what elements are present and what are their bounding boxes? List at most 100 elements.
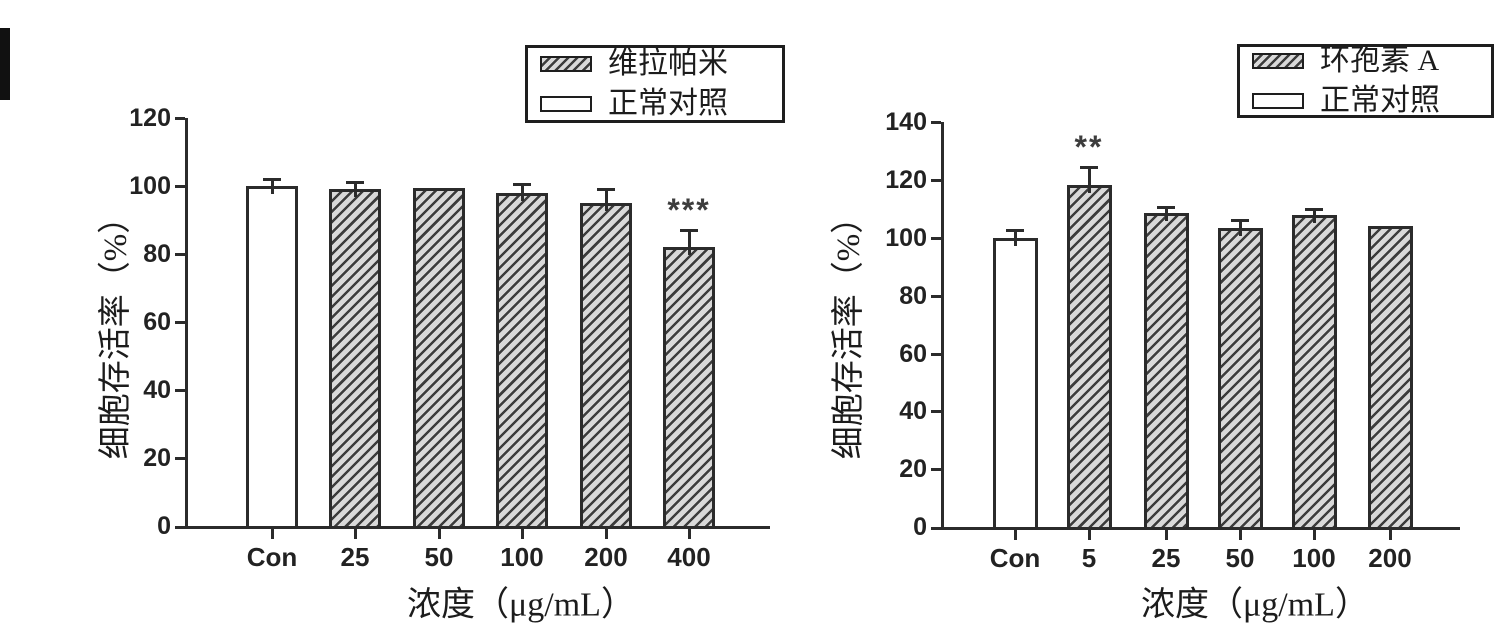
right-x-tick-label-200: 200 [1368, 543, 1412, 573]
left-x-tick-label-25: 25 [340, 542, 370, 572]
right-y-tick-80 [931, 294, 941, 298]
left-bar-50 [413, 187, 465, 529]
right-bar-Con [992, 238, 1038, 530]
right-y-tick-label-0: 0 [913, 513, 927, 541]
right-x-tick-50 [1238, 530, 1242, 540]
hatched-swatch [540, 56, 592, 73]
right-x-tick-Con [1013, 530, 1017, 540]
right-x-tick-100 [1312, 530, 1316, 540]
left-x-axis [175, 526, 770, 529]
left-error-stem-100 [520, 186, 524, 201]
left-significance-400: *** [667, 191, 711, 228]
left-error-stem-25 [353, 184, 357, 198]
legend-row: 正常对照 [1252, 84, 1479, 119]
left-x-tick-Con [270, 529, 274, 539]
right-error-stem-100 [1312, 210, 1316, 223]
left-x-tick-label-50: 50 [424, 542, 454, 572]
right-x-axis [931, 527, 1460, 530]
left-x-tick-400 [687, 529, 691, 539]
right-y-axis [941, 122, 944, 530]
left-y-tick-120 [175, 117, 185, 120]
left-x-tick-100 [520, 529, 524, 539]
right-significance-5: ** [1074, 128, 1104, 165]
left-y-tick-label-0: 0 [157, 512, 171, 540]
right-x-tick-200 [1388, 530, 1392, 540]
legend-row: 环孢素 A [1252, 44, 1479, 79]
right-bar-100 [1291, 214, 1337, 530]
right-x-tick-5 [1087, 530, 1091, 540]
right-x-tick-label-25: 25 [1151, 543, 1181, 573]
left-error-stem-Con [270, 180, 274, 194]
right-y-tick-140 [931, 121, 941, 125]
left-error-stem-200 [604, 191, 608, 211]
right-error-stem-Con [1013, 232, 1017, 246]
left-y-tick-label-20: 20 [143, 444, 171, 472]
left-error-cap-200 [597, 188, 615, 192]
right-y-tick-20 [931, 468, 941, 472]
legend-row: 维拉帕米 [540, 47, 770, 82]
left-error-cap-100 [513, 183, 531, 186]
white-swatch [540, 95, 592, 112]
right-y-tick-40 [931, 410, 941, 414]
right-x-tick-label-Con: Con [989, 543, 1041, 573]
right-bar-200 [1367, 226, 1413, 530]
left-error-cap-400 [680, 228, 698, 232]
left-y-tick-100 [175, 185, 185, 188]
left-y-tick-80 [175, 253, 185, 256]
left-y-tick-label-120: 120 [129, 104, 171, 132]
left-y-tick-40 [175, 389, 185, 392]
left-bar-200 [580, 203, 632, 529]
right-y-tick-100 [931, 237, 941, 240]
right-bar-50 [1217, 227, 1263, 530]
left-x-tick-200 [604, 529, 608, 539]
left-x-tick-label-100: 100 [500, 542, 544, 572]
left-error-cap-25 [346, 181, 364, 185]
left-x-tick-50 [437, 529, 441, 539]
right-error-cap-5 [1080, 165, 1098, 169]
left-y-tick-label-80: 80 [143, 240, 171, 268]
left-y-tick-label-100: 100 [129, 172, 171, 200]
hatched-swatch [1252, 53, 1304, 70]
left-error-stem-400 [687, 231, 691, 256]
legend-label: 正常对照 [608, 86, 728, 120]
right-error-stem-50 [1238, 222, 1242, 236]
right-y-tick-label-120: 120 [885, 166, 927, 195]
left-y-tick-label-40: 40 [143, 376, 171, 404]
left-x-tick-25 [353, 529, 357, 539]
right-legend: 环孢素 A 正常对照 [1237, 44, 1494, 118]
right-y-tick-label-80: 80 [899, 281, 927, 310]
right-y-tick-label-100: 100 [885, 224, 927, 252]
right-y-tick-label-60: 60 [899, 339, 927, 368]
right-x-axis-title: 浓度（μg/mL） [1141, 586, 1369, 624]
right-error-cap-Con [1006, 229, 1024, 233]
right-y-tick-label-140: 140 [885, 108, 927, 137]
left-y-tick-60 [175, 321, 185, 324]
right-x-tick-label-5: 5 [1081, 543, 1097, 573]
left-x-tick-label-400: 400 [667, 542, 711, 572]
white-swatch [1252, 92, 1304, 109]
right-error-cap-100 [1305, 207, 1323, 211]
right-y-tick-label-40: 40 [899, 397, 927, 426]
right-error-cap-50 [1231, 219, 1249, 223]
right-bar-25 [1143, 213, 1189, 530]
legend-label: 正常对照 [1320, 83, 1440, 117]
left-bar-100 [496, 192, 548, 529]
right-x-tick-label-100: 100 [1292, 543, 1336, 573]
right-y-tick-120 [931, 179, 941, 183]
legend-row: 正常对照 [540, 87, 770, 122]
right-y-tick-60 [931, 352, 941, 356]
right-error-cap-25 [1157, 206, 1175, 210]
left-y-axis [185, 118, 188, 529]
legend-label: 维拉帕米 [608, 47, 728, 80]
left-x-tick-label-200: 200 [584, 542, 628, 572]
scan-edge-artifact [0, 28, 10, 100]
left-error-cap-Con [263, 177, 281, 181]
right-error-stem-5 [1087, 168, 1091, 193]
left-y-tick-20 [175, 457, 185, 460]
right-y-tick-label-20: 20 [899, 455, 927, 484]
left-legend: 维拉帕米 正常对照 [525, 45, 785, 123]
left-bar-25 [329, 189, 381, 529]
right-x-tick-25 [1164, 530, 1168, 540]
right-x-tick-label-50: 50 [1225, 543, 1255, 573]
